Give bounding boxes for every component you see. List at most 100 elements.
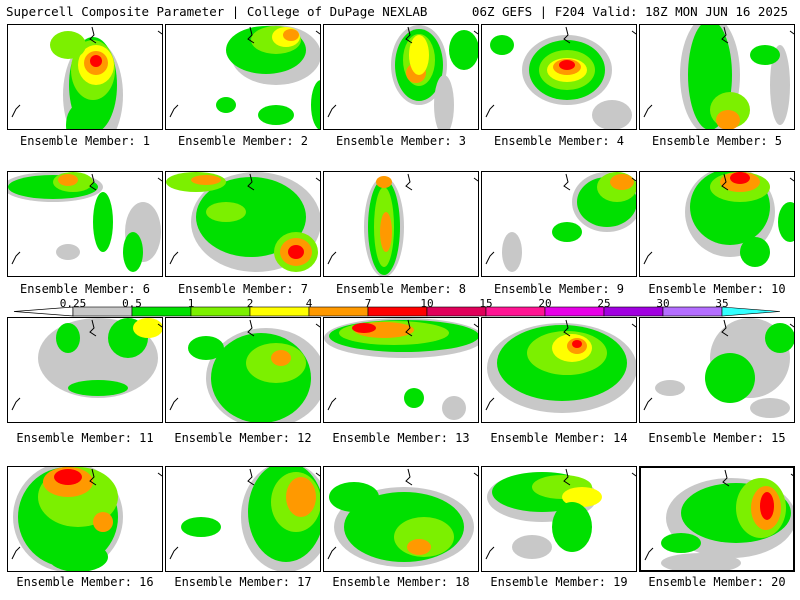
coastline (11, 319, 162, 411)
contour-blob (716, 110, 740, 129)
ensemble-panel-18[interactable] (323, 466, 479, 572)
contour-blob (66, 105, 90, 129)
ensemble-panel-2[interactable] (165, 24, 321, 130)
coastline (11, 468, 162, 560)
ensemble-panel-12[interactable] (165, 317, 321, 423)
colorbar-bin (662, 306, 723, 317)
ensemble-panel-6[interactable] (7, 171, 163, 277)
coastline (485, 173, 636, 265)
colorbar-tick-label: 4 (305, 297, 313, 310)
contour-blob (655, 380, 685, 396)
colorbar-bin (485, 306, 546, 317)
colorbar (13, 306, 781, 317)
ensemble-panel-20[interactable] (639, 466, 795, 572)
contour-blob (58, 174, 78, 186)
ensemble-member-label: Ensemble Member: 11 (16, 431, 154, 445)
scp-contour-map (643, 172, 794, 267)
ensemble-member-label: Ensemble Member: 15 (648, 431, 786, 445)
contour-blob (196, 177, 306, 257)
contour-blob (311, 80, 320, 129)
ensemble-panel-9[interactable] (481, 171, 637, 277)
coastline (11, 173, 162, 265)
contour-blob (191, 175, 221, 185)
ensemble-panel-17[interactable] (165, 466, 321, 572)
contour-blob (760, 492, 774, 520)
contour-blob (434, 75, 454, 129)
coastline (485, 468, 636, 560)
scp-contour-map (8, 172, 162, 272)
ensemble-panel-15[interactable] (639, 317, 795, 423)
ensemble-panel-3[interactable] (323, 24, 479, 130)
coastline (169, 319, 320, 411)
scp-contour-map (169, 467, 320, 571)
contour-blob (56, 244, 80, 260)
coastline (643, 319, 794, 411)
ensemble-panel-14[interactable] (481, 317, 637, 423)
scp-contour-map (11, 318, 162, 411)
ensemble-panel-19[interactable] (481, 466, 637, 572)
ensemble-panel-5[interactable] (639, 24, 795, 130)
ensemble-member-label: Ensemble Member: 17 (174, 575, 312, 589)
contour-blob (409, 35, 429, 75)
scp-contour-map (643, 318, 794, 418)
contour-blob (442, 396, 466, 420)
coastline (643, 26, 794, 118)
ensemble-member-label: Ensemble Member: 6 (19, 282, 151, 296)
contour-blob (271, 350, 291, 366)
scp-contour-map (11, 467, 162, 571)
contour-blob (283, 29, 299, 41)
scp-contour-map (324, 318, 478, 420)
contour-blob (133, 318, 162, 338)
coastline (327, 319, 478, 411)
contour-blob (778, 202, 794, 242)
contour-blob (380, 212, 392, 252)
ensemble-panel-8[interactable] (323, 171, 479, 277)
ensemble-member-label: Ensemble Member: 18 (332, 575, 470, 589)
ensemble-member-label: Ensemble Member: 20 (648, 575, 786, 589)
contour-blob (206, 202, 246, 222)
ensemble-panel-10[interactable] (639, 171, 795, 277)
contour-blob (48, 542, 108, 571)
ensemble-panel-16[interactable] (7, 466, 163, 572)
coastline (169, 26, 320, 118)
contour-blob (93, 512, 113, 532)
contour-blob (329, 482, 379, 512)
ensemble-member-label: Ensemble Member: 5 (651, 134, 783, 148)
valid-time-label: 06Z GEFS | F204 Valid: 18Z MON JUN 16 20… (471, 4, 788, 19)
ensemble-panel-1[interactable] (7, 24, 163, 130)
coastline (327, 468, 478, 560)
contour-blob (376, 176, 392, 188)
scp-contour-map (169, 25, 320, 129)
ensemble-panel-11[interactable] (7, 317, 163, 423)
contour-blob (50, 31, 86, 59)
colorbar-tick-label: 15 (479, 297, 493, 310)
contour-blob (449, 30, 478, 70)
contour-blob (765, 323, 794, 353)
ensemble-panel-7[interactable] (165, 171, 321, 277)
contour-blob (68, 380, 128, 396)
coastline (169, 468, 320, 560)
ensemble-member-label: Ensemble Member: 9 (493, 282, 625, 296)
colorbar-bin (426, 306, 487, 317)
colorbar-bin (603, 306, 664, 317)
scp-contour-map (327, 173, 478, 276)
contour-blob (90, 55, 102, 67)
contour-blob (188, 336, 224, 360)
contour-blob (770, 45, 790, 125)
contour-blob (352, 323, 376, 333)
contour-blob (404, 388, 424, 408)
contour-blob (407, 539, 431, 555)
contour-blob (730, 172, 750, 184)
ensemble-panel-13[interactable] (323, 317, 479, 423)
colorbar-tick-label: 35 (715, 297, 729, 310)
scp-contour-map (485, 26, 636, 129)
contour-blob (750, 45, 780, 65)
ensemble-panel-4[interactable] (481, 24, 637, 130)
contour-blob (56, 323, 80, 353)
contour-blob (592, 100, 632, 129)
scp-contour-map (643, 25, 794, 129)
ensemble-member-label: Ensemble Member: 19 (490, 575, 628, 589)
coastline (485, 26, 636, 118)
scp-contour-map (644, 469, 793, 570)
contour-blob (93, 192, 113, 252)
